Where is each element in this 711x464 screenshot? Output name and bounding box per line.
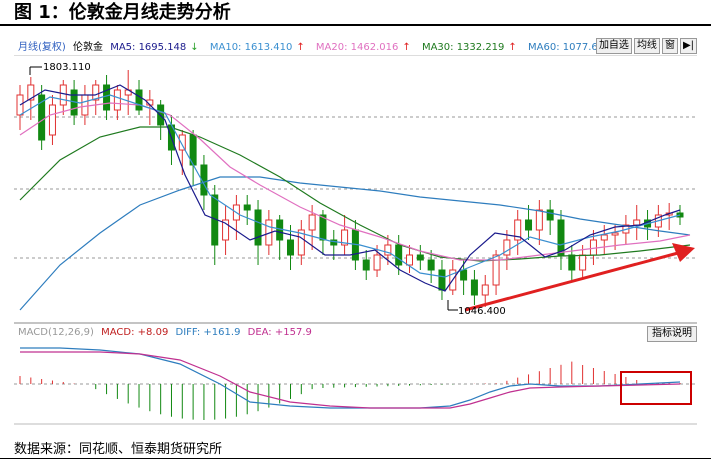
candle-body <box>38 94 46 141</box>
candle-body <box>600 234 608 241</box>
chart-legend: 月线(复权) 伦敦金 MA5: 1695.148 ↓ MA10: 1613.410… <box>18 38 631 53</box>
candle-body <box>611 232 619 236</box>
ma10-line <box>19 94 681 278</box>
candle-body <box>492 254 500 286</box>
ma30-line <box>19 126 691 262</box>
macd-value: MACD: +8.09 <box>101 327 169 338</box>
ma5-line <box>19 84 681 292</box>
candle-body <box>81 94 89 116</box>
candle-body <box>92 84 100 101</box>
macd-params-label[interactable]: MACD(12,26,9) <box>18 327 94 338</box>
candle-body <box>276 219 284 241</box>
candlestick-chart: 1803.110 1046.400 <box>14 55 697 324</box>
ma5-value: MA5: 1695.148 <box>110 42 187 53</box>
low-label: 1046.400 <box>458 306 506 317</box>
candle-body <box>470 279 478 296</box>
candle-body <box>406 254 414 266</box>
candle-body <box>557 219 565 256</box>
ma20-label: MA20: 1462.016 ↑ <box>316 42 415 53</box>
candle-body <box>395 244 403 266</box>
period-label[interactable]: 月线(复权) <box>18 42 66 53</box>
toolbar-buttons: 加自选 均线 窗 ▶| <box>595 38 697 54</box>
ma5-arrow-icon: ↓ <box>190 42 199 53</box>
candle-body <box>460 269 468 281</box>
trend-arrow-head <box>672 243 695 262</box>
diff-line <box>20 347 681 409</box>
bottom-rule <box>0 458 711 459</box>
trend-arrow-line <box>464 251 679 312</box>
arrow-end-icon[interactable]: ▶| <box>679 38 697 54</box>
indicator-help-button[interactable]: 指标说明 <box>647 326 697 342</box>
candle-body <box>579 254 587 271</box>
candle-body <box>568 254 576 271</box>
candle-body <box>438 269 446 291</box>
diff-value: DIFF: +161.9 <box>175 327 241 338</box>
ma10-arrow-icon: ↑ <box>296 42 305 53</box>
candle-body <box>525 219 533 231</box>
high-label: 1803.110 <box>43 62 91 73</box>
data-source: 数据来源：同花顺、恒泰期货研究所 <box>14 442 223 457</box>
macd-histogram <box>19 361 681 420</box>
ma60-line <box>19 176 691 311</box>
highlight-box <box>620 371 692 405</box>
window-button[interactable]: 窗 <box>661 38 678 54</box>
candle-body <box>341 229 349 246</box>
candle-body <box>135 89 143 111</box>
add-watchlist-button[interactable]: 加自选 <box>595 38 632 54</box>
candle-body <box>514 219 522 241</box>
candle-body <box>373 254 381 271</box>
candle-body <box>362 259 370 271</box>
ma10-value: MA10: 1613.410 <box>209 42 293 53</box>
moving-average-button[interactable]: 均线 <box>633 38 660 54</box>
candle-body <box>27 84 35 101</box>
candle-body <box>48 104 56 136</box>
ma20-value: MA20: 1462.016 <box>315 42 399 53</box>
dea-line <box>20 351 681 409</box>
macd-chart <box>14 347 697 425</box>
macd-legend: MACD(12,26,9) MACD: +8.09 DIFF: +161.9 D… <box>18 327 316 338</box>
candle-body <box>535 209 543 231</box>
candle-body <box>286 239 294 256</box>
candle-body <box>308 214 316 231</box>
candle-body <box>481 284 489 296</box>
candle-body <box>503 239 511 256</box>
ma20-arrow-icon: ↑ <box>402 42 411 53</box>
ma5-label: MA5: 1695.148 ↓ <box>110 42 202 53</box>
candle-body <box>416 254 424 261</box>
candle-body <box>113 89 121 111</box>
ma30-arrow-icon: ↑ <box>508 42 517 53</box>
candle-body <box>222 219 230 241</box>
candle-body <box>243 204 251 211</box>
symbol-label: 伦敦金 <box>73 42 103 53</box>
candle-body <box>297 229 305 256</box>
ma60-value: MA60: 1077.669 <box>528 42 611 53</box>
ma30-value: MA30: 1332.219 <box>421 42 505 53</box>
figure-title: 图 1：伦敦金月线走势分析 <box>0 0 711 26</box>
ma10-label: MA10: 1613.410 ↑ <box>210 42 309 53</box>
ma30-label: MA30: 1332.219 ↑ <box>422 42 521 53</box>
candle-body <box>319 214 327 241</box>
candle-body <box>178 134 186 151</box>
candle-body <box>546 209 554 221</box>
candle-body <box>200 164 208 196</box>
candle-body <box>427 259 435 271</box>
candle-body <box>633 219 641 226</box>
candle-body <box>59 84 67 106</box>
candle-body <box>103 84 111 111</box>
dea-value: DEA: +157.9 <box>247 327 312 338</box>
candle-body <box>254 209 262 246</box>
candle-body <box>384 244 392 256</box>
ma20-line <box>19 102 691 261</box>
